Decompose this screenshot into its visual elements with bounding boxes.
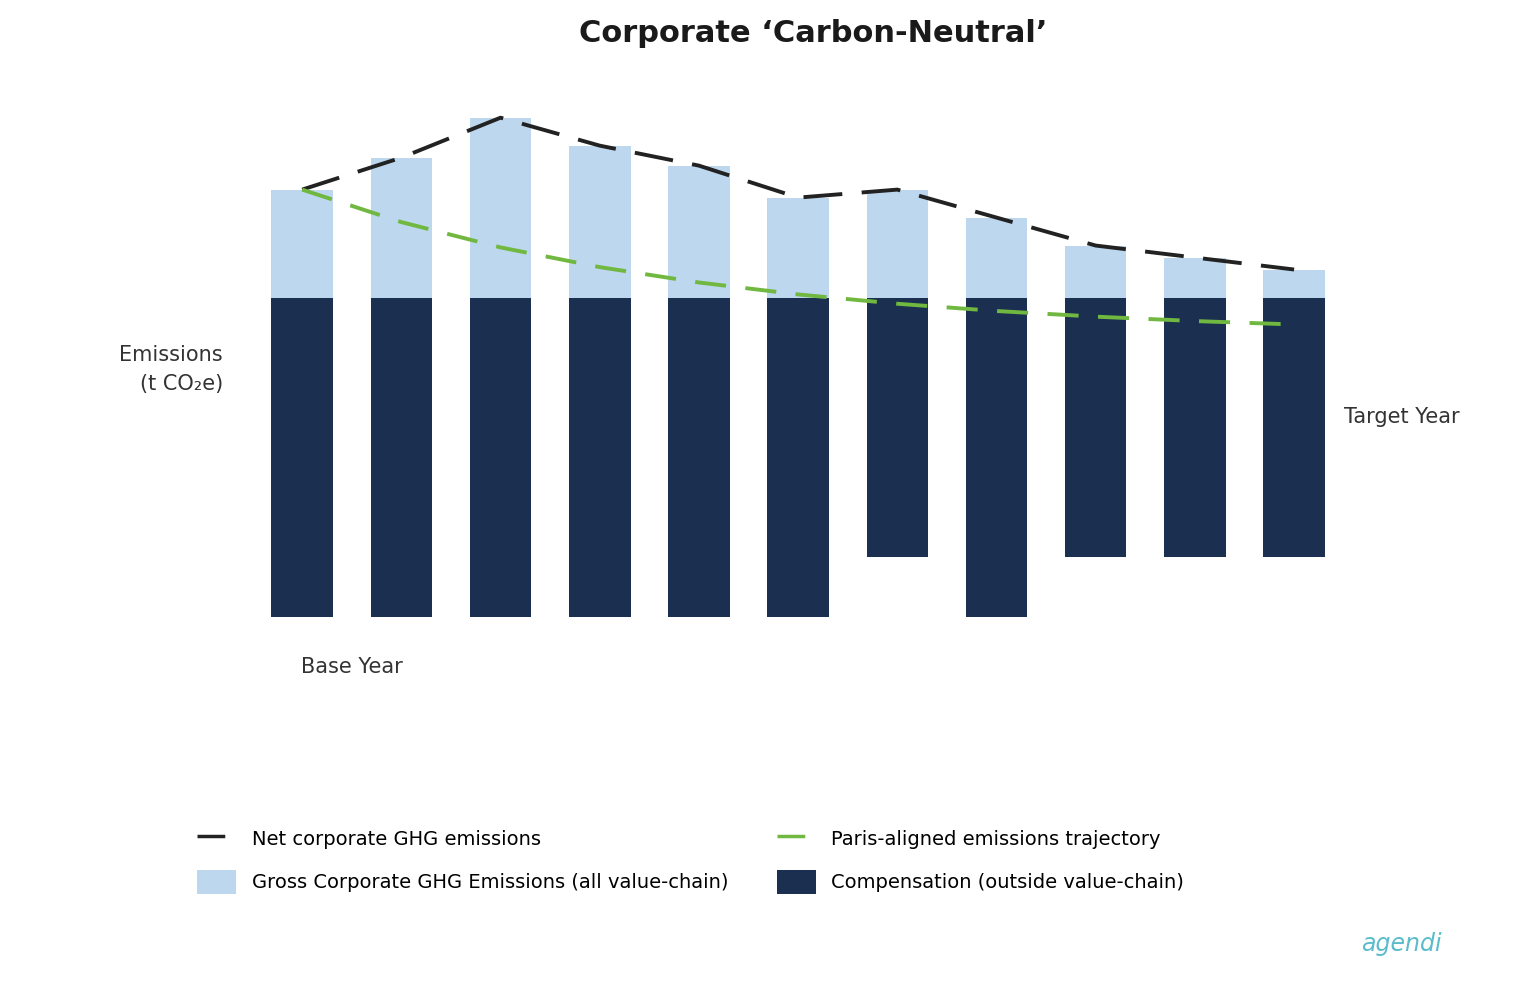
- Bar: [966, 217, 1028, 298]
- Text: Base Year: Base Year: [301, 657, 402, 677]
- Bar: [272, 189, 333, 298]
- Bar: [1164, 258, 1226, 298]
- Bar: [1164, 298, 1226, 558]
- Bar: [669, 165, 730, 298]
- Legend: Net corporate GHG emissions, Gross Corporate GHG Emissions (all value-chain), Pa: Net corporate GHG emissions, Gross Corpo…: [190, 819, 1192, 901]
- Bar: [1065, 298, 1126, 558]
- Text: Emissions
(t CO₂e): Emissions (t CO₂e): [120, 345, 222, 394]
- Bar: [272, 298, 333, 618]
- Bar: [371, 298, 433, 618]
- Bar: [371, 157, 433, 298]
- Bar: [469, 298, 531, 618]
- Bar: [867, 298, 928, 558]
- Bar: [569, 298, 630, 618]
- Bar: [867, 189, 928, 298]
- Bar: [1065, 246, 1126, 298]
- Bar: [669, 298, 730, 618]
- Bar: [966, 298, 1028, 618]
- Title: Corporate ‘Carbon-Neutral’: Corporate ‘Carbon-Neutral’: [578, 19, 1048, 48]
- Text: Target Year: Target Year: [1344, 407, 1459, 427]
- Bar: [767, 298, 828, 618]
- Bar: [469, 118, 531, 298]
- Bar: [1264, 270, 1325, 298]
- Bar: [569, 145, 630, 298]
- Bar: [767, 197, 828, 298]
- Bar: [1264, 298, 1325, 558]
- Text: agendi: agendi: [1361, 932, 1442, 956]
